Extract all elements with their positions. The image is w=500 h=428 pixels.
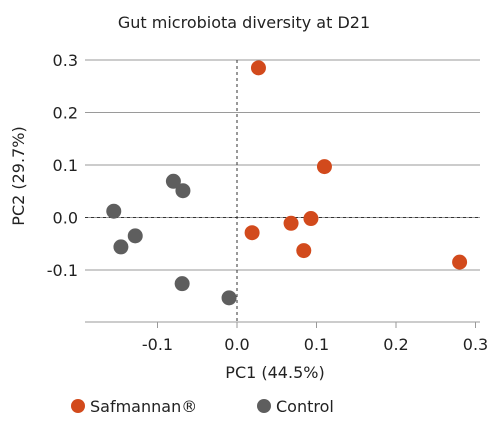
control-point — [174, 276, 190, 292]
safmannan-point — [452, 254, 468, 270]
control-point — [127, 228, 143, 244]
control-point — [106, 203, 122, 219]
x-tick-label: 0.3 — [463, 335, 488, 354]
legend-label-control: Control — [276, 397, 334, 416]
safmannan-point — [283, 215, 299, 231]
x-tick-label: 0.1 — [304, 335, 329, 354]
control-point — [175, 183, 191, 199]
y-tick-label: 0.3 — [53, 51, 78, 70]
legend-label-safmannan: Safmannan® — [90, 397, 197, 416]
y-tick-label: 0.0 — [53, 209, 78, 228]
x-tick-label: -0.1 — [142, 335, 173, 354]
x-tick-label: 0.0 — [224, 335, 249, 354]
point-layer — [106, 60, 468, 306]
y-tick-label: 0.1 — [53, 156, 78, 175]
x-tick-label: 0.2 — [383, 335, 408, 354]
legend: Safmannan® Control — [71, 397, 334, 416]
safmannan-point — [303, 211, 319, 227]
chart-title: Gut microbiota diversity at D21 — [118, 13, 370, 32]
x-axis-label: PC1 (44.5%) — [225, 363, 324, 382]
y-tick-label: -0.1 — [47, 261, 78, 280]
axis-layer: 0.3 0.2 0.1 0.0 -0.1 -0.1 0.0 0.1 0.2 0.3 — [47, 51, 488, 354]
grid-layer — [85, 59, 480, 322]
safmannan-point — [296, 243, 312, 259]
control-point — [165, 173, 181, 189]
legend-marker-safmannan — [71, 399, 85, 413]
y-tick-label: 0.2 — [53, 104, 78, 123]
safmannan-point — [244, 225, 260, 241]
safmannan-point — [316, 159, 332, 175]
control-point — [113, 239, 129, 255]
safmannan-point — [250, 60, 266, 76]
control-point — [221, 290, 237, 306]
y-axis-label: PC2 (29.7%) — [9, 126, 28, 225]
legend-marker-control — [257, 399, 271, 413]
